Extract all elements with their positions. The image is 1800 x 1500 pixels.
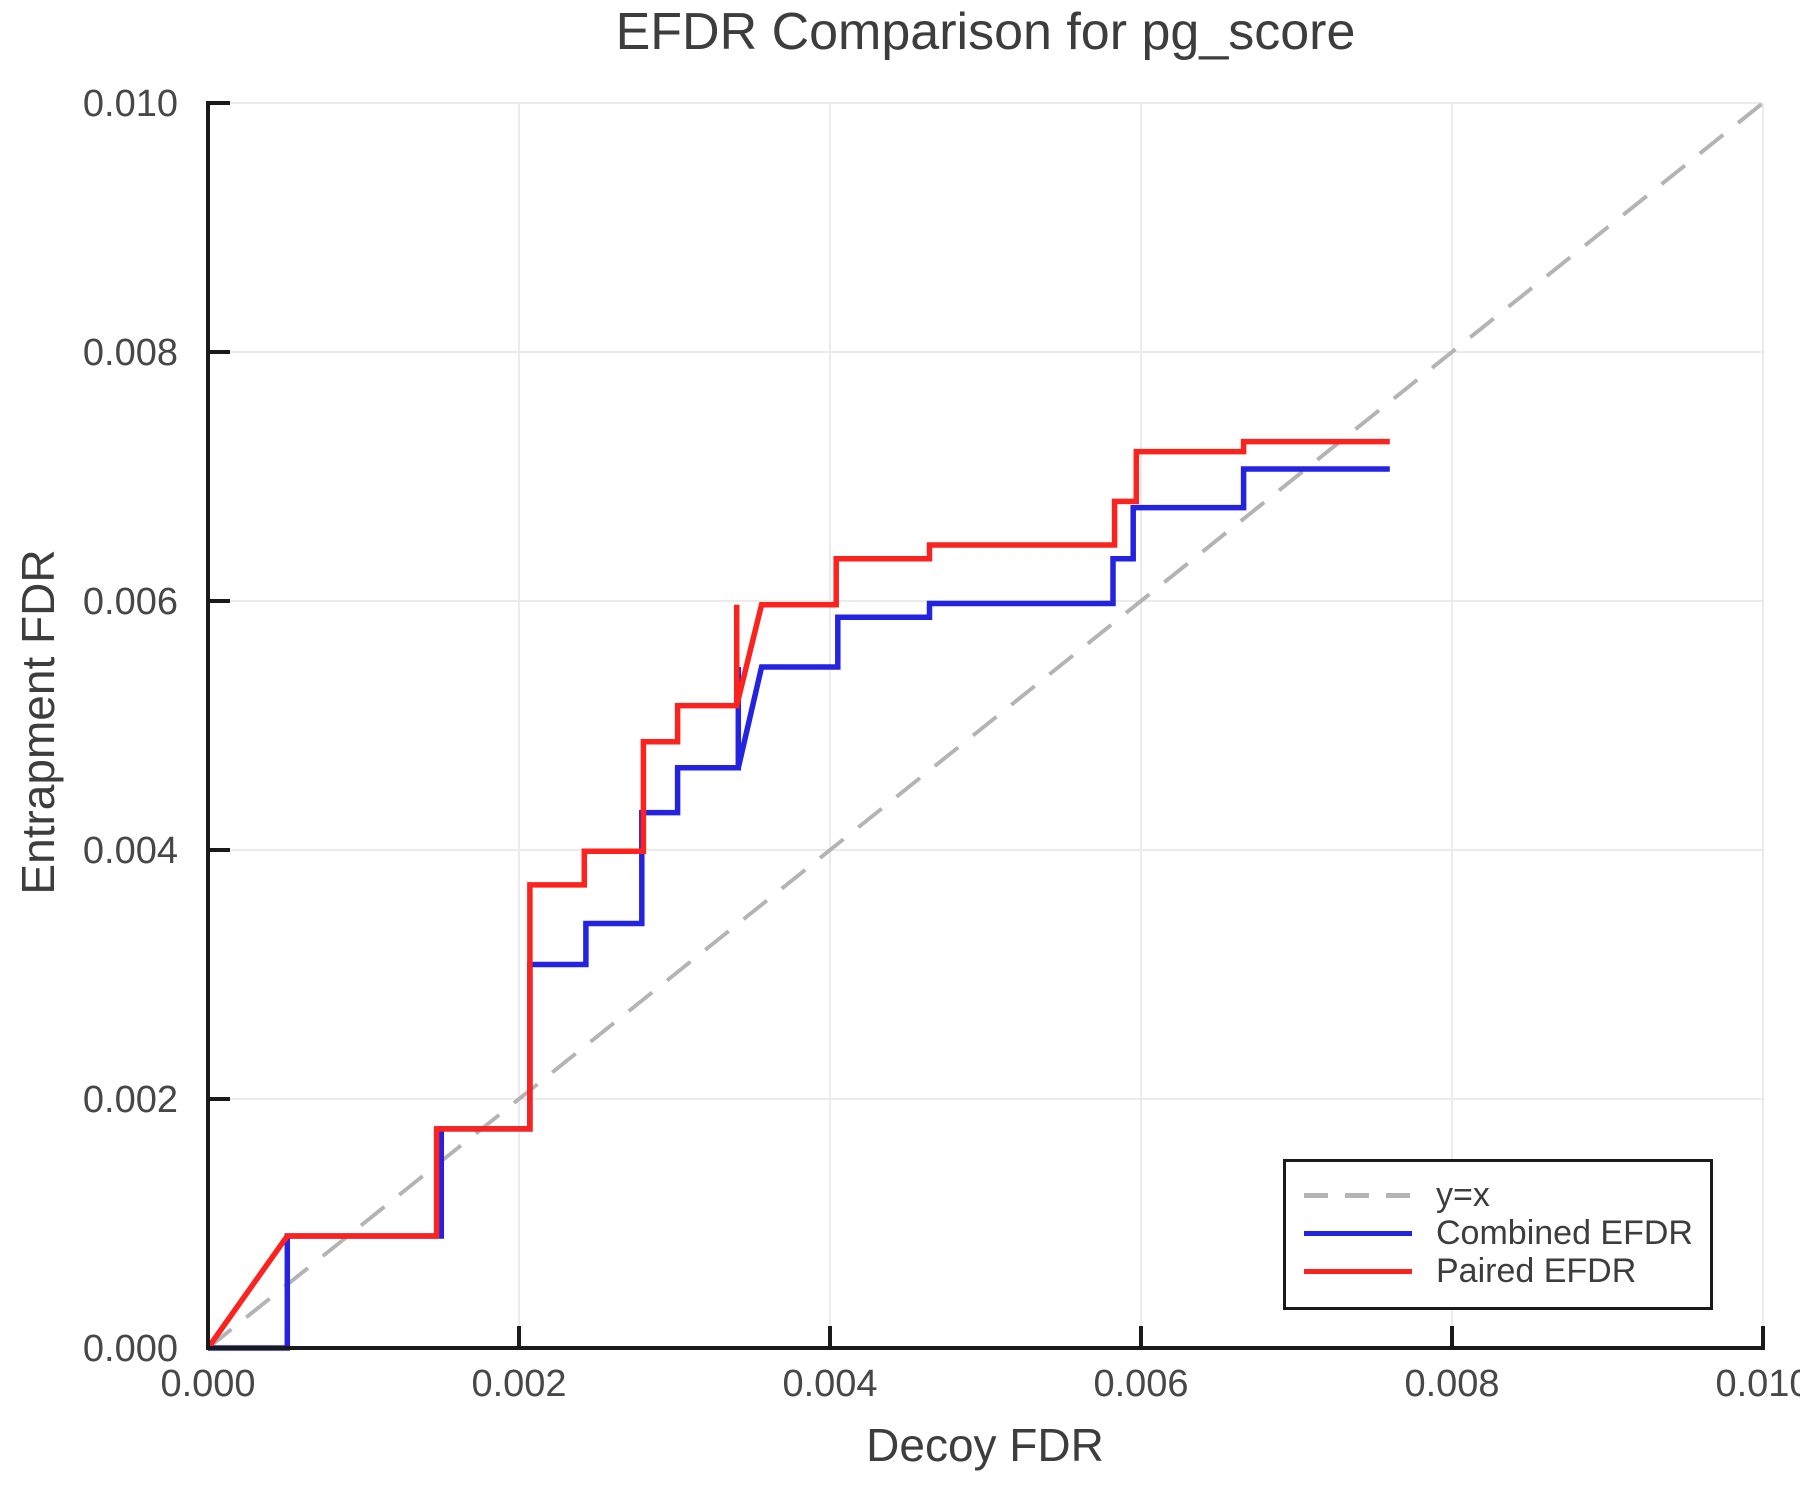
y-tick-label: 0.006 xyxy=(83,581,178,623)
y-tick-label: 0.002 xyxy=(83,1079,178,1121)
legend-label-identity: y=x xyxy=(1436,1176,1490,1214)
x-axis-label: Decoy FDR xyxy=(866,1419,1104,1471)
y-tick-label: 0.010 xyxy=(83,83,178,125)
axis-ticks xyxy=(206,101,1765,1350)
tick-labels: 0.000 0.002 0.004 0.006 0.008 0.010 0.000 0.002… xyxy=(83,83,1800,1405)
combined-efdr-line-sample xyxy=(1304,1230,1412,1236)
x-tick-label: 0.002 xyxy=(471,1363,566,1405)
series-identity xyxy=(206,101,1765,1350)
x-tick-label: 0.008 xyxy=(1404,1363,1499,1405)
legend-label-combined-efdr: Combined EFDR xyxy=(1436,1214,1693,1252)
y-tick-label: 0.000 xyxy=(83,1328,178,1370)
x-tick-label: 0.000 xyxy=(160,1363,255,1405)
x-tick-label: 0.004 xyxy=(782,1363,877,1405)
legend-item-paired-efdr: Paired EFDR xyxy=(1304,1252,1710,1290)
x-tick-label: 0.010 xyxy=(1715,1363,1800,1405)
series-paired-efdr xyxy=(205,438,1390,1350)
x-tick-label: 0.006 xyxy=(1093,1363,1188,1405)
legend-label-paired-efdr: Paired EFDR xyxy=(1436,1252,1637,1290)
y-axis-label: Entrapment FDR xyxy=(12,549,64,895)
legend-item-identity: y=x xyxy=(1304,1176,1710,1214)
paired-efdr-line-sample xyxy=(1304,1268,1412,1274)
legend-item-combined-efdr: Combined EFDR xyxy=(1304,1214,1710,1252)
legend: y=x Combined EFDR Paired EFDR xyxy=(1283,1159,1713,1310)
y-tick-label: 0.004 xyxy=(83,830,178,872)
y-tick-label: 0.008 xyxy=(83,332,178,374)
chart-title: EFDR Comparison for pg_score xyxy=(615,3,1356,61)
identity-line-sample xyxy=(1304,1192,1412,1198)
